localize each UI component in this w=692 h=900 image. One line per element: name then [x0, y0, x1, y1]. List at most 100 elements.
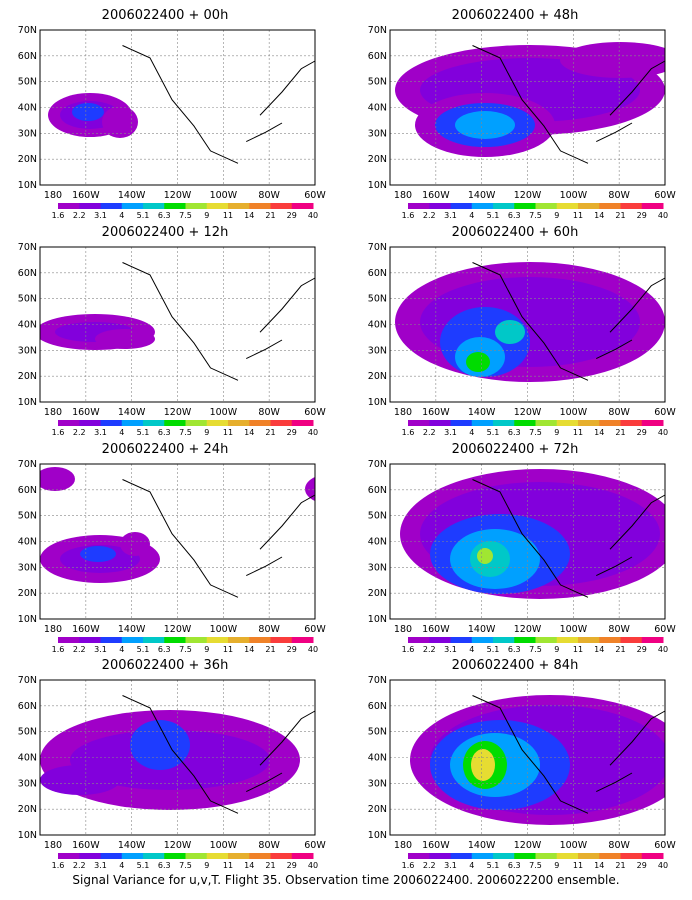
colorbar-label: 9 [554, 428, 559, 435]
colorbar-label: 14 [594, 861, 604, 868]
colorbar-swatch [429, 203, 451, 209]
colorbar-label: 4 [119, 645, 124, 652]
contour-region [120, 532, 150, 556]
lat-tick-label: 20N [368, 588, 387, 599]
colorbar-label: 6.3 [158, 861, 171, 868]
colorbar-label: 2.2 [423, 211, 436, 218]
colorbar-swatch [249, 203, 271, 209]
colorbar-label: 1.6 [402, 861, 415, 868]
lat-tick-label: 70N [18, 459, 37, 470]
lon-tick-label: 160W [72, 624, 100, 635]
lon-tick-label: 100W [560, 624, 588, 635]
panel-title: 2006022400 + 48h [451, 8, 579, 23]
lat-tick-label: 40N [368, 537, 387, 548]
colorbar-label: 1.6 [52, 428, 65, 435]
colorbar-label: 2.2 [423, 645, 436, 652]
colorbar-label: 21 [615, 211, 625, 218]
colorbar-label: 3.1 [444, 861, 457, 868]
contour-region [102, 106, 138, 138]
colorbar-swatch [100, 853, 123, 859]
lon-tick-label: 160W [72, 840, 100, 851]
colorbar-label: 6.3 [158, 645, 171, 652]
grid [40, 247, 315, 402]
colorbar-label: 3.1 [94, 211, 107, 218]
colorbar-swatch [291, 203, 314, 209]
map-plot: 70N 60N 50N 40N 30N 20N 10N 180 160W 140W 120W 100W… [18, 459, 327, 652]
grid [390, 464, 665, 619]
lon-tick-label: 160W [422, 407, 450, 418]
colorbar-label: 5.1 [137, 645, 150, 652]
map-frame [389, 29, 666, 186]
colorbar-label: 1.6 [52, 861, 65, 868]
colorbar-swatch [206, 420, 229, 426]
map-plot: 70N 60N 50N 40N 30N 20N 10N 180 160W 140W 120W 100W… [18, 25, 327, 218]
colorbar-label: 40 [308, 861, 318, 868]
colorbar-label: 4 [469, 428, 474, 435]
colorbar-swatch [556, 853, 579, 859]
colorbar-swatch [206, 637, 229, 643]
colorbar-swatch [514, 420, 536, 426]
colorbar-label: 3.1 [94, 861, 107, 868]
colorbar-label: 6.3 [508, 861, 521, 868]
colorbar-label: 29 [287, 861, 297, 868]
colorbar-swatch [578, 637, 600, 643]
colorbar-label: 1.6 [402, 645, 415, 652]
colorbar-label: 1.6 [402, 428, 415, 435]
colorbar-swatch [58, 637, 80, 643]
lat-tick-label: 70N [18, 25, 37, 36]
colorbar: 1.6 2.2 3.1 4 5.1 6.3 7.5 9 11 14 21 29 40 [52, 853, 318, 868]
lat-tick-label: 60N [18, 701, 37, 712]
lon-tick-label: 120W [514, 407, 542, 418]
colorbar-label: 7.5 [529, 645, 542, 652]
colorbar-swatch [58, 203, 80, 209]
map-panel: 2006022400 + 60h 70N 60N 50N 40N 30N 20N 10N 180… [350, 225, 680, 435]
colorbar-swatch [429, 853, 451, 859]
colorbar-swatch [164, 420, 186, 426]
colorbar-swatch [206, 203, 229, 209]
signal-variance-field [48, 93, 138, 138]
colorbar-label: 29 [637, 428, 647, 435]
lat-tick-label: 10N [368, 180, 387, 191]
colorbar-swatch [450, 853, 473, 859]
grid [40, 30, 315, 185]
colorbar-label: 7.5 [179, 861, 192, 868]
grid [390, 680, 665, 835]
colorbar-swatch [514, 637, 536, 643]
colorbar-swatch [270, 420, 293, 426]
colorbar-label: 3.1 [94, 645, 107, 652]
colorbar-swatch [79, 637, 101, 643]
lon-tick-label: 160W [422, 190, 450, 201]
lon-tick-label: 60W [654, 190, 676, 201]
lon-tick-label: 80W [258, 624, 280, 635]
lat-tick-label: 40N [368, 103, 387, 114]
map-panel: 2006022400 + 48h 70N 60N 50N 40N 30N 20N 10N 180… [350, 8, 680, 218]
colorbar-swatch [100, 420, 123, 426]
lon-tick-label: 180 [394, 624, 412, 635]
map-panel: 2006022400 + 00h 70N 60N 50N 40N 30N 20N 10N 180… [0, 8, 330, 218]
colorbar-label: 5.1 [137, 211, 150, 218]
colorbar-swatch [408, 853, 430, 859]
colorbar-swatch [228, 420, 250, 426]
lon-tick-label: 80W [258, 840, 280, 851]
lat-tick-label: 40N [18, 320, 37, 331]
colorbar-swatch [121, 203, 144, 209]
colorbar-label: 11 [223, 861, 233, 868]
colorbar-label: 1.6 [402, 211, 415, 218]
colorbar-label: 29 [287, 428, 297, 435]
colorbar-swatch [599, 853, 621, 859]
colorbar: 1.6 2.2 3.1 4 5.1 6.3 7.5 9 11 14 21 29 40 [402, 853, 668, 868]
panel-title: 2006022400 + 36h [101, 658, 229, 673]
colorbar-label: 3.1 [444, 211, 457, 218]
colorbar-swatch [578, 203, 600, 209]
colorbar-label: 21 [615, 645, 625, 652]
colorbar-label: 14 [594, 428, 604, 435]
signal-variance-field [400, 469, 665, 599]
lat-tick-label: 20N [18, 371, 37, 382]
colorbar-swatch [58, 853, 80, 859]
lon-tick-label: 180 [394, 407, 412, 418]
lon-tick-label: 160W [72, 407, 100, 418]
colorbar-swatch [100, 203, 123, 209]
lat-tick-label: 50N [18, 77, 37, 88]
colorbar-swatch [556, 420, 579, 426]
lon-tick-label: 140W [118, 624, 146, 635]
